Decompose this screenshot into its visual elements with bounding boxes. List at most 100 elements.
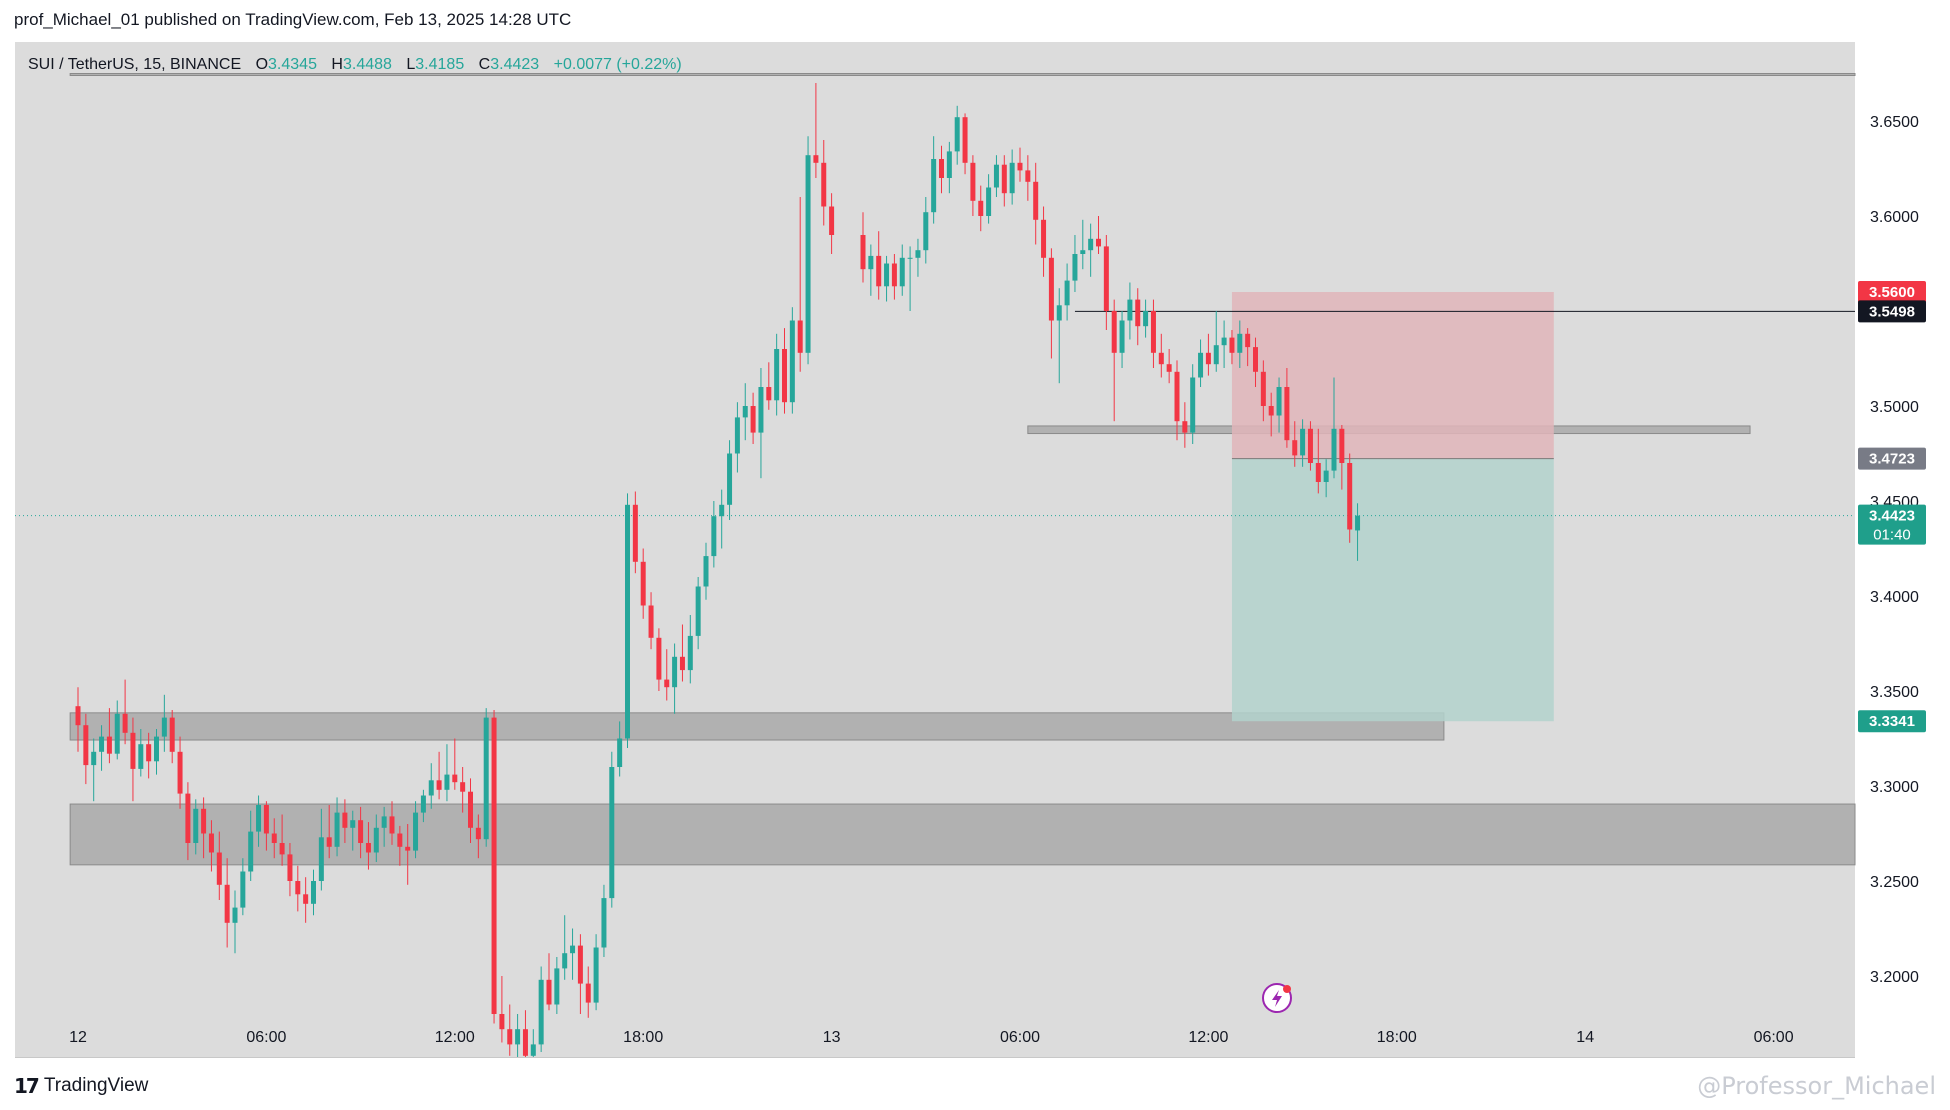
- candle-body: [931, 159, 937, 213]
- candle: [711, 501, 717, 568]
- candle-body: [915, 250, 921, 258]
- candle: [978, 185, 984, 232]
- candle-body: [271, 833, 277, 843]
- candle: [303, 877, 309, 923]
- candle-body: [232, 907, 238, 923]
- price-tick-label: 3.5000: [1870, 399, 1919, 416]
- candle-body: [1245, 333, 1251, 348]
- candle-body: [1347, 463, 1353, 530]
- candle-body: [263, 805, 269, 834]
- time-tick-label: 12:00: [435, 1029, 475, 1046]
- candle-body: [1331, 428, 1337, 471]
- candle: [1111, 299, 1117, 422]
- candle: [939, 145, 944, 194]
- price-label-badge: [1858, 504, 1926, 545]
- price-label-entry: 3.4723: [1858, 447, 1926, 470]
- candle-body: [1096, 238, 1101, 247]
- zone-rectangle[interactable]: [69, 712, 1445, 741]
- lightning-icon[interactable]: [1262, 983, 1292, 1013]
- candle-body: [106, 736, 112, 754]
- candle-body: [515, 1029, 521, 1045]
- candle-body: [381, 816, 387, 828]
- candle: [248, 810, 254, 881]
- candle-body: [201, 808, 207, 834]
- stop-loss-zone[interactable]: [1231, 292, 1554, 459]
- candle: [993, 155, 999, 197]
- candle: [758, 368, 764, 479]
- candle: [766, 362, 772, 410]
- candle: [679, 624, 685, 682]
- candle: [232, 890, 238, 954]
- zone-rectangle[interactable]: [69, 73, 1856, 76]
- candle-body: [617, 738, 623, 767]
- candle: [931, 136, 937, 224]
- candle: [656, 628, 662, 691]
- candle-body: [1213, 345, 1219, 365]
- candle: [106, 708, 112, 764]
- candle-body: [1111, 311, 1117, 353]
- candle-body: [782, 349, 787, 403]
- candle-body: [358, 820, 364, 843]
- candle: [1307, 421, 1313, 471]
- candle: [570, 928, 576, 980]
- candle: [1245, 328, 1251, 367]
- candle: [444, 744, 450, 802]
- candle-body: [208, 833, 214, 853]
- candle-body: [389, 816, 395, 834]
- candle: [719, 489, 725, 549]
- candle-body: [444, 774, 450, 790]
- candle-body: [797, 320, 803, 353]
- short-position-tool[interactable]: [1231, 292, 1554, 722]
- candle-body: [1080, 250, 1086, 254]
- candle-body: [318, 837, 324, 881]
- candle: [601, 884, 607, 957]
- candle: [562, 915, 568, 980]
- time-tick-label: 06:00: [1754, 1029, 1794, 1046]
- candle-body: [1150, 311, 1156, 353]
- candle-body: [373, 827, 379, 853]
- candle-body: [295, 881, 301, 895]
- candle: [522, 1010, 528, 1057]
- tradingview-logo[interactable]: 17 TradingView: [14, 1074, 148, 1098]
- take-profit-zone[interactable]: [1231, 458, 1554, 722]
- price-label-badge: [1858, 447, 1926, 470]
- candle: [295, 865, 301, 912]
- candle-body: [452, 774, 458, 783]
- candle: [483, 708, 489, 847]
- candle-body: [1182, 421, 1188, 433]
- candle-body: [562, 953, 568, 969]
- candle-body: [1017, 162, 1023, 171]
- candle: [1025, 155, 1031, 201]
- candle-body: [1056, 305, 1062, 321]
- candle-body: [1237, 333, 1243, 353]
- candle: [515, 1014, 521, 1057]
- candle-body: [664, 679, 670, 688]
- candle-body: [570, 945, 576, 954]
- candle-body: [1174, 371, 1180, 422]
- candle-body: [1041, 219, 1047, 258]
- candle: [224, 858, 230, 948]
- candle: [703, 542, 709, 600]
- candle: [1143, 299, 1149, 338]
- candle-body: [1001, 164, 1007, 194]
- candle: [1080, 219, 1086, 270]
- candle: [271, 818, 277, 859]
- candle: [640, 548, 646, 619]
- candle: [161, 694, 167, 752]
- candle-body: [177, 751, 183, 794]
- candle: [585, 966, 591, 1018]
- candle: [75, 687, 81, 752]
- candle-body: [483, 717, 489, 840]
- time-tick-label: 13: [823, 1029, 841, 1046]
- candle-body: [193, 808, 199, 843]
- candle: [632, 491, 638, 574]
- candle-body: [99, 736, 105, 752]
- candle-body: [962, 117, 968, 163]
- candle: [405, 824, 411, 885]
- zone-rectangle[interactable]: [69, 803, 1856, 866]
- candle: [185, 782, 191, 861]
- candle-body: [789, 320, 795, 403]
- candle-body: [1048, 257, 1054, 321]
- candle: [146, 732, 152, 779]
